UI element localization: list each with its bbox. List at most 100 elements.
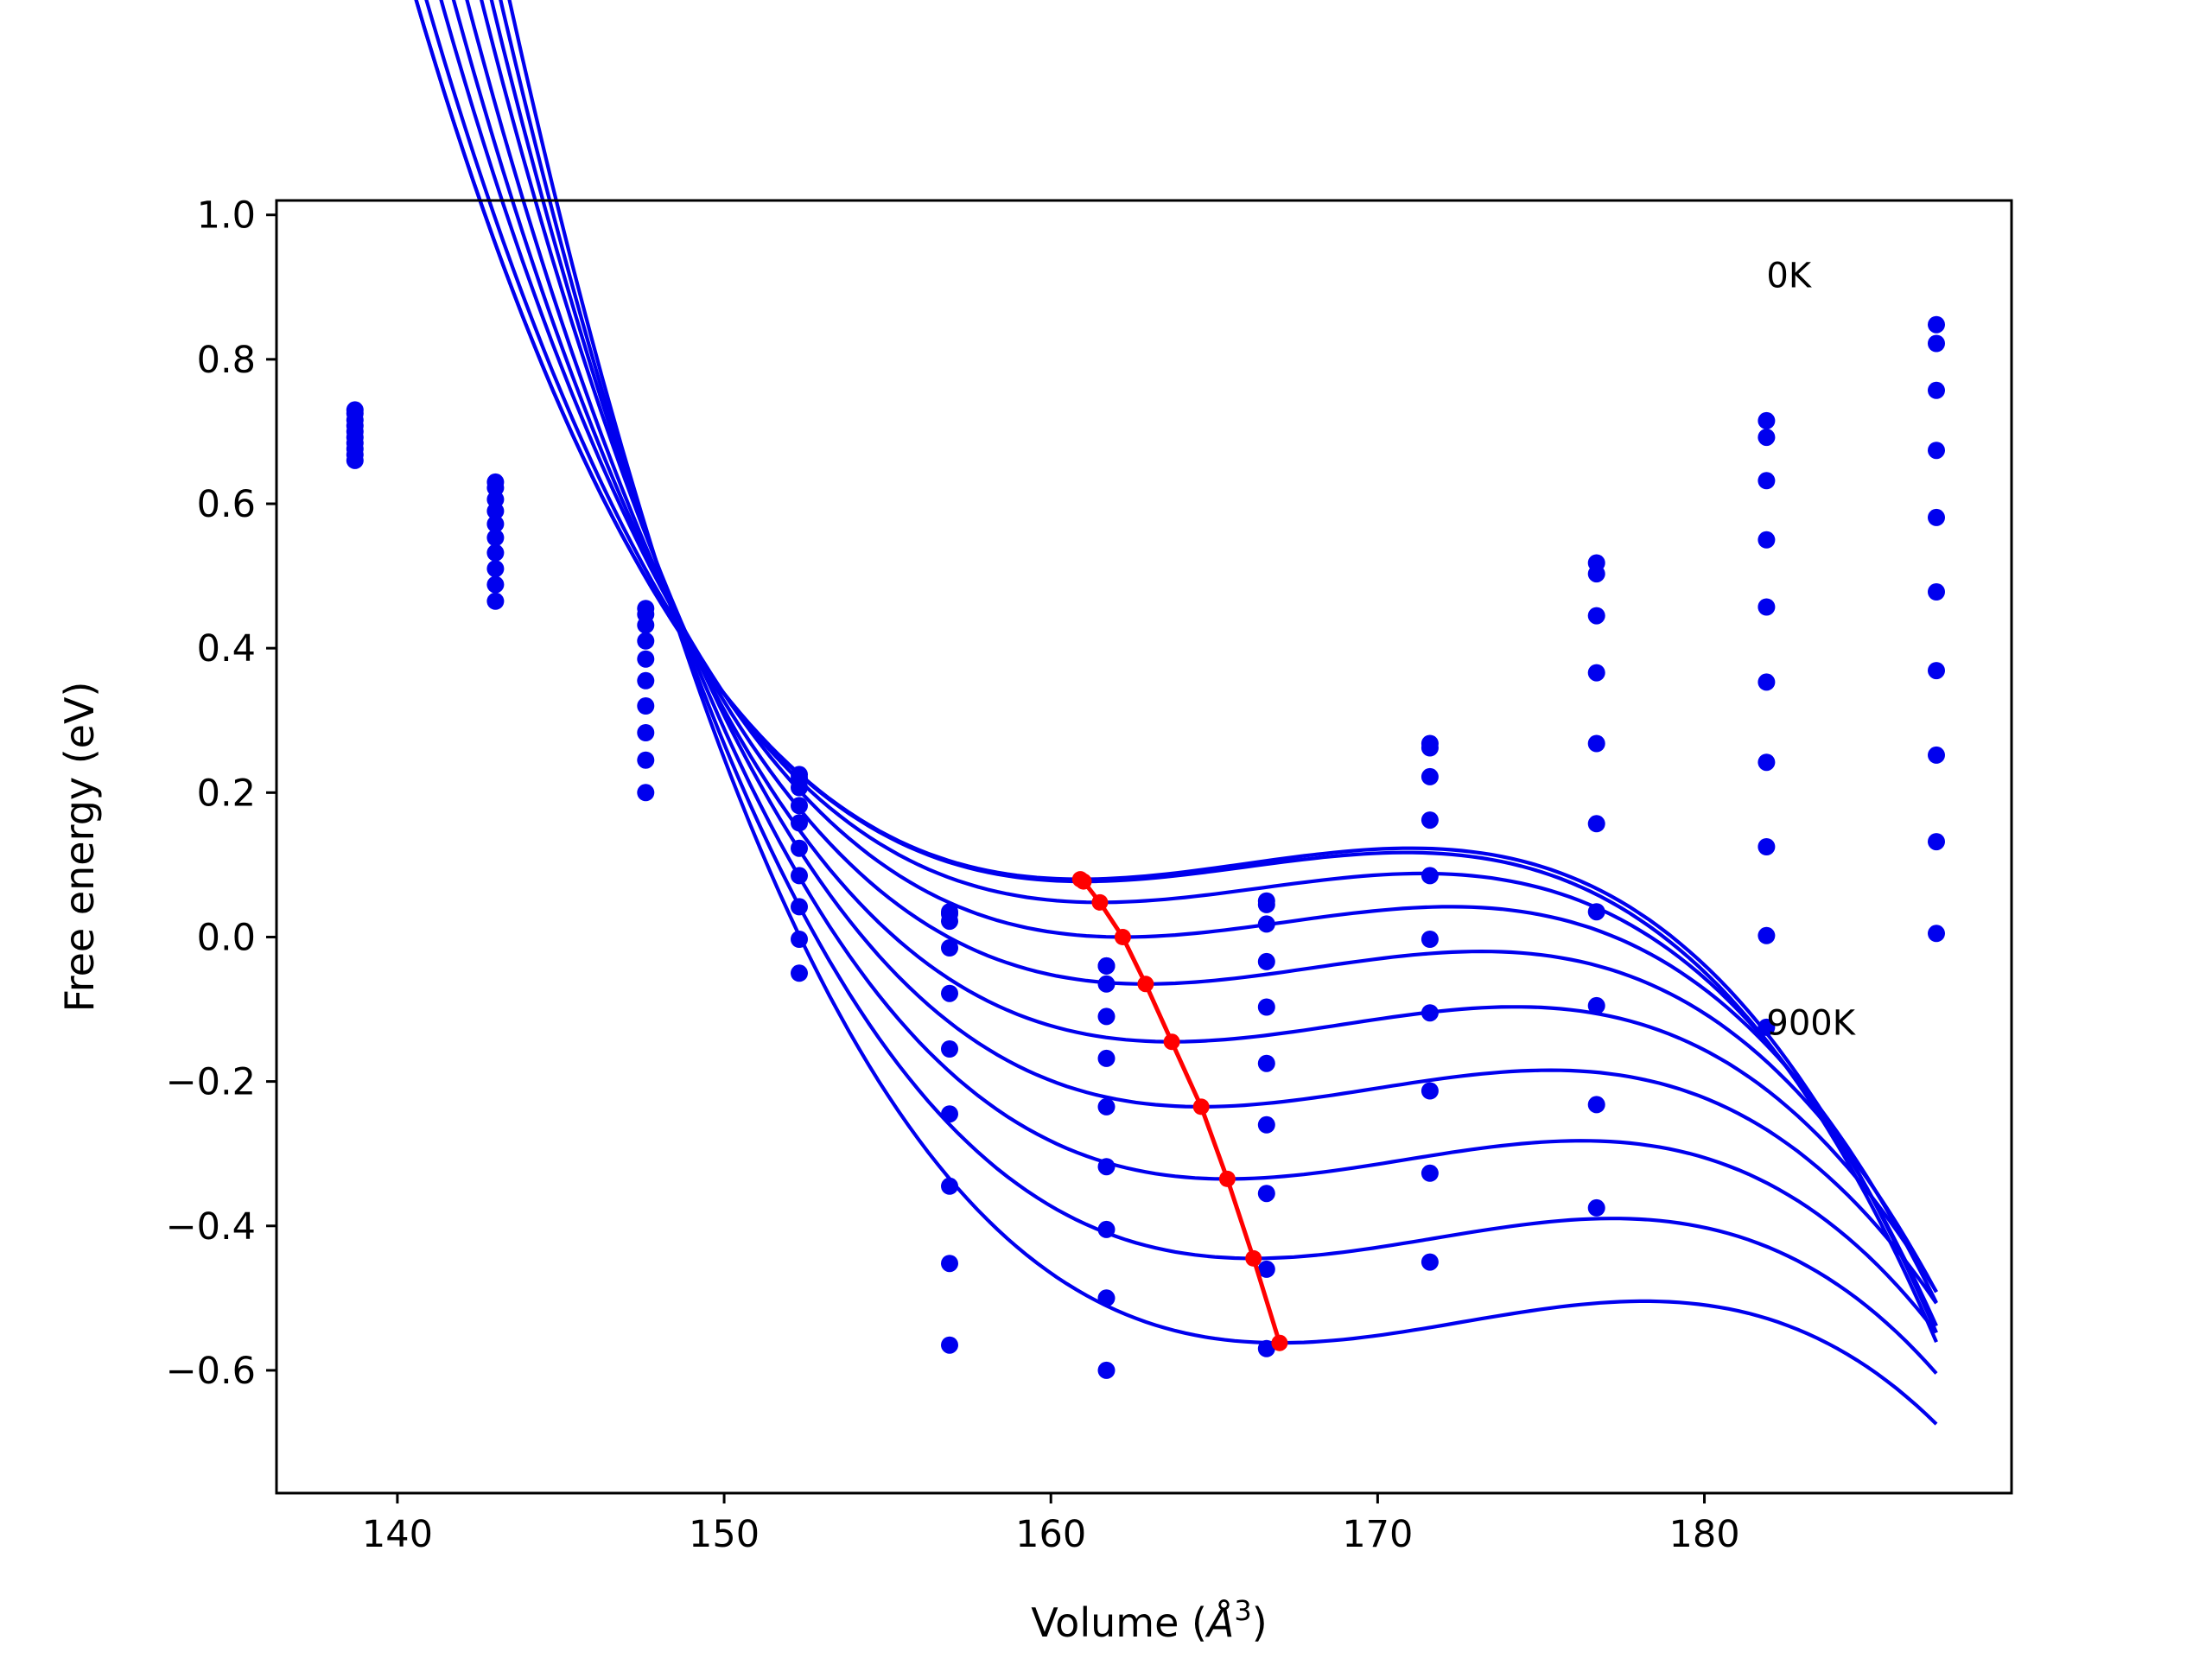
annotation-900K: 900K — [1766, 1003, 1856, 1043]
data-point-900K — [1587, 1198, 1605, 1217]
data-point-600K — [486, 543, 505, 562]
data-point-300K — [1928, 442, 1945, 460]
data-point-500K — [1421, 931, 1439, 948]
minimum-marker — [1137, 976, 1154, 993]
x-tick-label: 160 — [1015, 1513, 1086, 1556]
data-point-200K — [1758, 472, 1776, 490]
data-point-500K — [1928, 583, 1945, 601]
minimum-marker — [1192, 1098, 1210, 1116]
data-point-600K — [1257, 1116, 1275, 1134]
data-point-700K — [1758, 838, 1776, 855]
minimum-marker — [1163, 1033, 1180, 1051]
data-point-500K — [637, 671, 655, 690]
y-tick-label: −0.6 — [166, 1350, 256, 1393]
minimum-marker — [1271, 1334, 1288, 1351]
data-point-300K — [1257, 952, 1275, 970]
data-point-400K — [1097, 1049, 1116, 1067]
fit-curve-500K — [465, 0, 1938, 1294]
y-tick-label: −0.2 — [166, 1061, 256, 1104]
fit-curve-200K — [424, 0, 1938, 1327]
data-point-800K — [1758, 926, 1776, 944]
y-tick-label: 0.2 — [197, 772, 256, 815]
data-point-200K — [1421, 767, 1439, 785]
x-axis-label-main: Volume ( — [1031, 1599, 1207, 1646]
data-point-200K — [1097, 975, 1116, 993]
minimum-marker — [1245, 1249, 1262, 1267]
data-point-100K — [1928, 334, 1945, 353]
x-tick-label: 150 — [689, 1513, 760, 1556]
data-point-900K — [1257, 1339, 1275, 1357]
data-point-500K — [1587, 815, 1605, 833]
data-point-500K — [486, 529, 505, 547]
data-point-200K — [1587, 607, 1605, 625]
data-point-300K — [1421, 811, 1439, 830]
y-tick-label: 0.0 — [197, 916, 256, 959]
data-point-200K — [637, 616, 655, 634]
data-point-700K — [1928, 746, 1945, 764]
y-tick-label: 0.8 — [197, 339, 256, 382]
data-point-600K — [1587, 903, 1605, 921]
data-point-200K — [1928, 381, 1945, 399]
data-point-600K — [941, 1105, 958, 1123]
data-point-900K — [791, 964, 808, 982]
x-tick-label: 140 — [362, 1513, 433, 1556]
data-point-600K — [1758, 753, 1776, 772]
data-point-800K — [1097, 1289, 1116, 1307]
data-point-200K — [1257, 915, 1275, 933]
data-point-100K — [1097, 957, 1116, 975]
minimum-marker — [1075, 873, 1092, 890]
data-point-900K — [1097, 1361, 1116, 1379]
data-point-500K — [1097, 1097, 1116, 1116]
data-point-900K — [486, 592, 505, 610]
data-point-800K — [486, 575, 505, 594]
data-point-100K — [1587, 565, 1605, 583]
x-tick-label: 180 — [1669, 1513, 1739, 1556]
fit-curve-400K — [451, 0, 1938, 1294]
data-point-700K — [941, 1177, 958, 1195]
data-point-700K — [791, 898, 808, 916]
data-point-300K — [941, 939, 958, 957]
fit-curve-600K — [480, 0, 1938, 1305]
fit-curve-700K — [489, 0, 1938, 1334]
x-axis-label: Volume (Å3) — [1031, 1594, 1267, 1646]
x-tick-label: 170 — [1342, 1513, 1413, 1556]
x-axis-label-exponent: 3 — [1234, 1594, 1251, 1627]
data-point-500K — [1758, 673, 1776, 691]
fit-curve-100K — [414, 0, 1938, 1344]
data-point-300K — [791, 797, 808, 815]
data-point-400K — [1257, 998, 1275, 1016]
x-axis-label-close: ) — [1252, 1599, 1268, 1646]
x-axis-ticks: 140 150 160 170 180 — [362, 1493, 1740, 1556]
data-points — [346, 315, 1945, 1379]
data-point-400K — [637, 650, 655, 668]
data-point-400K — [1928, 508, 1945, 526]
minimum-marker — [1218, 1170, 1236, 1187]
data-point-400K — [486, 515, 505, 533]
data-point-300K — [486, 502, 505, 520]
data-point-500K — [1257, 1054, 1275, 1072]
data-point-700K — [1421, 1082, 1439, 1100]
minimum-marker — [1114, 929, 1131, 945]
data-point-800K — [791, 931, 808, 948]
data-point-400K — [1421, 867, 1439, 885]
data-point-900K — [346, 451, 364, 469]
x-axis-label-symbol: Å — [1205, 1599, 1234, 1646]
data-point-600K — [1421, 1004, 1439, 1022]
data-point-0K — [1928, 315, 1945, 334]
data-point-100K — [1421, 739, 1439, 757]
data-point-0K — [1758, 411, 1776, 429]
data-point-800K — [1587, 1096, 1605, 1114]
data-point-600K — [1097, 1158, 1116, 1176]
data-point-900K — [1758, 1018, 1776, 1036]
data-point-800K — [941, 1255, 958, 1273]
fit-curve-300K — [439, 0, 1938, 1304]
data-point-900K — [1928, 925, 1945, 943]
y-axis-label: Free energy (eV) — [56, 682, 103, 1013]
data-point-300K — [637, 632, 655, 650]
annotation-0K: 0K — [1766, 256, 1812, 296]
y-tick-label: 1.0 — [197, 194, 256, 238]
data-point-800K — [1257, 1260, 1275, 1278]
data-point-800K — [637, 751, 655, 769]
data-point-400K — [1758, 598, 1776, 616]
